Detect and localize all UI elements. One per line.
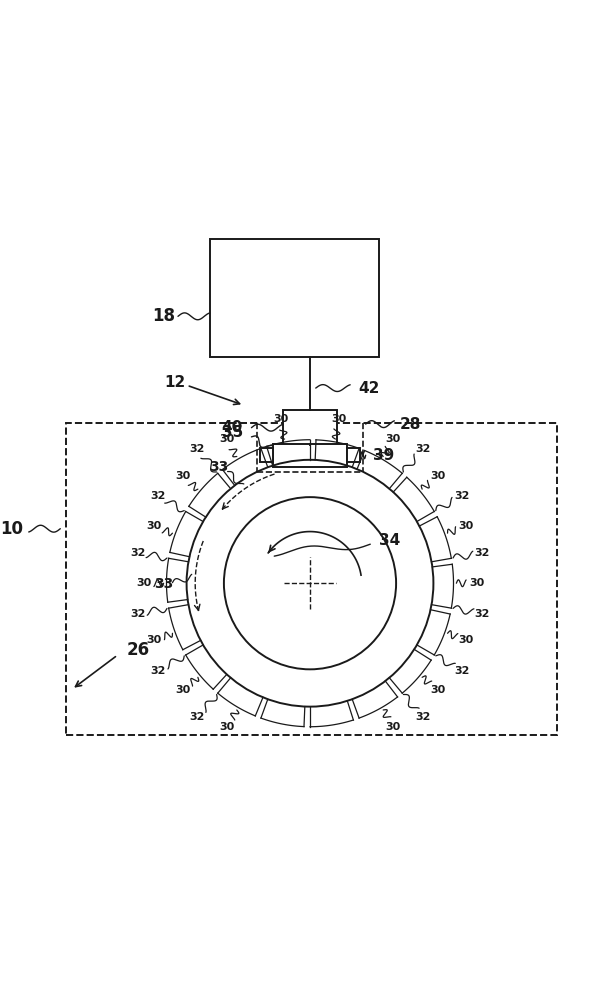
Circle shape	[224, 497, 396, 669]
Bar	[210, 239, 379, 357]
Text: 32: 32	[454, 666, 469, 676]
Text: 32: 32	[475, 609, 490, 619]
Text: 30: 30	[273, 414, 289, 424]
Bar	[273, 444, 347, 467]
Bar	[66, 423, 557, 735]
Text: 32: 32	[130, 548, 145, 558]
Text: 30: 30	[136, 578, 151, 588]
Text: 30: 30	[146, 521, 161, 531]
Text: 40: 40	[221, 420, 243, 435]
Text: 30: 30	[386, 434, 401, 444]
Text: 18: 18	[152, 307, 175, 325]
Text: 32: 32	[190, 712, 205, 722]
Text: 32: 32	[150, 666, 166, 676]
Text: 32: 32	[150, 491, 166, 501]
Text: 10: 10	[0, 520, 23, 538]
Text: 33: 33	[154, 577, 173, 591]
Text: 30: 30	[146, 635, 161, 645]
Text: 28: 28	[400, 417, 421, 432]
Text: 30: 30	[219, 434, 235, 444]
Bar	[347, 448, 360, 462]
Text: 30: 30	[331, 414, 346, 424]
Text: 30: 30	[219, 722, 235, 732]
Text: 32: 32	[130, 609, 145, 619]
Text: 32: 32	[415, 444, 430, 454]
Text: 30: 30	[175, 685, 190, 695]
Bar	[283, 410, 337, 445]
Text: 30: 30	[386, 722, 401, 732]
Bar	[260, 448, 273, 462]
Text: 30: 30	[469, 578, 484, 588]
Text: 34: 34	[379, 533, 400, 548]
Text: 30: 30	[175, 471, 190, 481]
Text: 35: 35	[221, 425, 243, 440]
Text: 33: 33	[210, 460, 229, 474]
Text: 32: 32	[190, 444, 205, 454]
Text: 39: 39	[373, 448, 395, 463]
Text: 32: 32	[454, 491, 469, 501]
Text: 30: 30	[430, 685, 445, 695]
Text: 32: 32	[415, 712, 430, 722]
Text: 42: 42	[359, 381, 380, 396]
Text: 30: 30	[459, 635, 474, 645]
Text: 30: 30	[459, 521, 474, 531]
Text: 30: 30	[430, 471, 445, 481]
Text: 32: 32	[475, 548, 490, 558]
Text: 26: 26	[127, 641, 149, 659]
Text: 12: 12	[165, 375, 186, 390]
